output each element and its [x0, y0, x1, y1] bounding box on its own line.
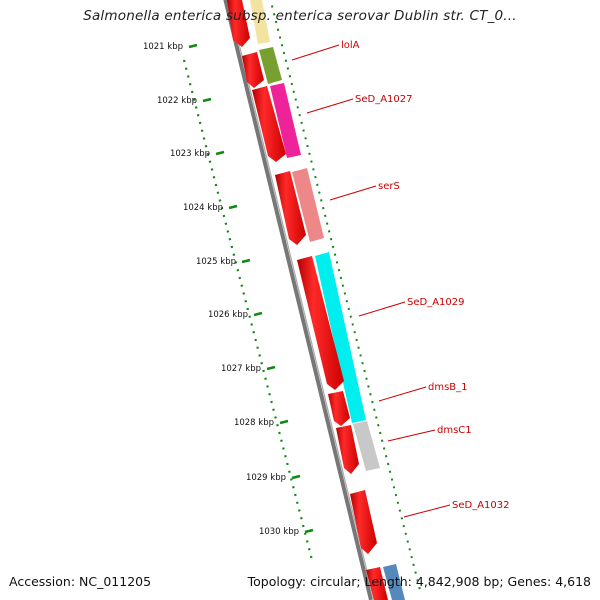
gene-leader-line — [306, 98, 354, 114]
gene-label: SeD_A1027 — [355, 94, 413, 105]
genome-summary: Topology: circular; Length: 4,842,908 bp… — [247, 574, 591, 589]
kbp-tick-label: 1025 kbp — [196, 257, 236, 267]
kbp-tick-mark — [228, 204, 238, 210]
gene-leader-line — [387, 429, 436, 442]
gene-track-outer — [250, 0, 405, 600]
gene-leader-line — [358, 301, 406, 317]
backbone — [223, 0, 373, 600]
gene-arrow-9 — [366, 567, 388, 600]
kbp-tick-mark — [188, 43, 198, 49]
gene-label: serS — [378, 181, 400, 192]
kbp-ticks: 1021 kbp 1022 kbp 1023 kbp 1024 kbp 1025 kbp… — [143, 42, 314, 537]
gene-arrow-3 — [252, 86, 286, 162]
kbp-tick-label: 1022 kbp — [157, 96, 197, 106]
accession-label: Accession: NC_011205 — [9, 574, 152, 589]
gene-leader-line — [329, 185, 377, 201]
kbp-tick-label: 1026 kbp — [208, 310, 248, 320]
gene-arrow-1 — [227, 0, 250, 47]
kbp-tick-label: 1023 kbp — [170, 149, 210, 159]
gene-label: dmsC1 — [437, 425, 472, 436]
kbp-tick-label: 1021 kbp — [143, 42, 183, 52]
kbp-tick-label: 1027 kbp — [221, 364, 261, 374]
kbp-tick-mark — [215, 150, 225, 156]
gene-block-sed-a1029 — [315, 252, 366, 423]
gene-label: SeD_A1032 — [452, 500, 510, 511]
gene-arrow-6 — [328, 391, 350, 426]
outer-tick-ring — [269, 0, 421, 591]
gene-block-sed-a1027 — [270, 83, 301, 158]
gene-leader-line — [378, 386, 427, 402]
kbp-tick-mark — [266, 365, 276, 371]
gene-label: SeD_A1029 — [407, 297, 465, 308]
page-title: Salmonella enterica subsp. enterica sero… — [83, 8, 517, 24]
kbp-tick-mark — [253, 311, 263, 317]
gene-arrow-7 — [336, 425, 359, 474]
gene-leader-line — [291, 44, 340, 61]
gene-arrow-4 — [275, 171, 306, 245]
kbp-tick-label: 1030 kbp — [259, 527, 299, 537]
gene-label: dmsB_1 — [428, 382, 468, 393]
gene-block-top — [250, 0, 270, 44]
gene-arrow-5 — [297, 256, 344, 390]
gene-block-lola — [259, 47, 282, 84]
kbp-tick-mark — [202, 97, 212, 103]
kbp-tick-mark — [291, 474, 301, 480]
kbp-tick-mark — [241, 258, 251, 264]
backbone-shadow — [227, 0, 375, 600]
gene-block-dmsc1 — [353, 421, 380, 471]
kbp-tick-label: 1024 kbp — [183, 203, 223, 213]
gene-label: lolA — [341, 40, 360, 51]
kbp-tick-mark — [279, 419, 289, 425]
kbp-tick-mark — [304, 528, 314, 534]
gene-block-bottom — [383, 564, 405, 600]
gene-track-forward — [227, 0, 388, 600]
kbp-tick-label: 1028 kbp — [234, 418, 274, 428]
gene-block-sers — [292, 168, 324, 242]
gene-arrow-8 — [350, 490, 377, 554]
gene-leader-line — [403, 504, 451, 518]
gene-labels: lolA SeD_A1027 serS SeD_A1029 dmsB_1 dmsC1 SeD… — [291, 40, 510, 518]
kbp-tick-label: 1029 kbp — [246, 473, 286, 483]
gene-arrow-2 — [242, 52, 264, 88]
